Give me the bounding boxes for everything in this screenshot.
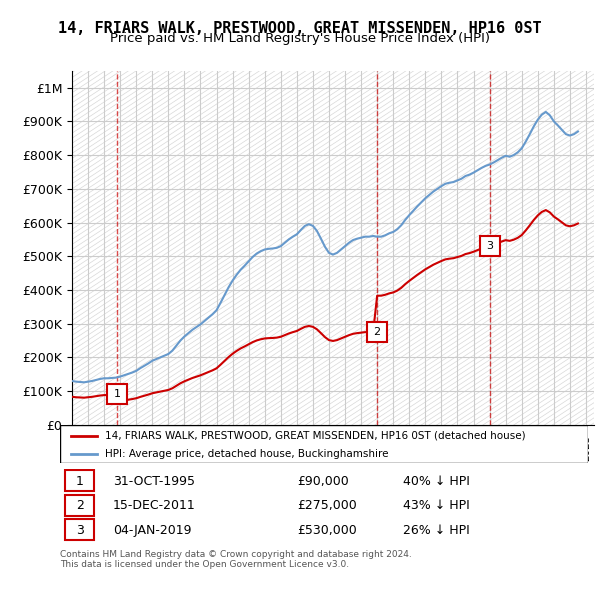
Text: Price paid vs. HM Land Registry's House Price Index (HPI): Price paid vs. HM Land Registry's House … xyxy=(110,32,490,45)
Text: 43% ↓ HPI: 43% ↓ HPI xyxy=(403,499,470,513)
Text: 1: 1 xyxy=(114,389,121,399)
Text: Contains HM Land Registry data © Crown copyright and database right 2024.
This d: Contains HM Land Registry data © Crown c… xyxy=(60,550,412,569)
Text: HPI: Average price, detached house, Buckinghamshire: HPI: Average price, detached house, Buck… xyxy=(105,448,388,458)
Text: 2: 2 xyxy=(76,499,84,513)
Text: 31-OCT-1995: 31-OCT-1995 xyxy=(113,475,195,488)
Text: 14, FRIARS WALK, PRESTWOOD, GREAT MISSENDEN, HP16 0ST (detached house): 14, FRIARS WALK, PRESTWOOD, GREAT MISSEN… xyxy=(105,431,526,441)
Text: £530,000: £530,000 xyxy=(298,524,358,537)
FancyBboxPatch shape xyxy=(65,470,94,491)
FancyBboxPatch shape xyxy=(65,495,94,516)
Text: 26% ↓ HPI: 26% ↓ HPI xyxy=(403,524,470,537)
FancyBboxPatch shape xyxy=(65,519,94,540)
Text: £90,000: £90,000 xyxy=(298,475,349,488)
Text: 3: 3 xyxy=(76,524,84,537)
Text: 15-DEC-2011: 15-DEC-2011 xyxy=(113,499,196,513)
Text: 3: 3 xyxy=(486,241,493,251)
Text: 1: 1 xyxy=(76,475,84,488)
Text: 2: 2 xyxy=(373,327,380,337)
Text: 04-JAN-2019: 04-JAN-2019 xyxy=(113,524,191,537)
Text: 14, FRIARS WALK, PRESTWOOD, GREAT MISSENDEN, HP16 0ST: 14, FRIARS WALK, PRESTWOOD, GREAT MISSEN… xyxy=(58,21,542,35)
FancyBboxPatch shape xyxy=(60,425,588,463)
Text: 40% ↓ HPI: 40% ↓ HPI xyxy=(403,475,470,488)
Text: £275,000: £275,000 xyxy=(298,499,358,513)
